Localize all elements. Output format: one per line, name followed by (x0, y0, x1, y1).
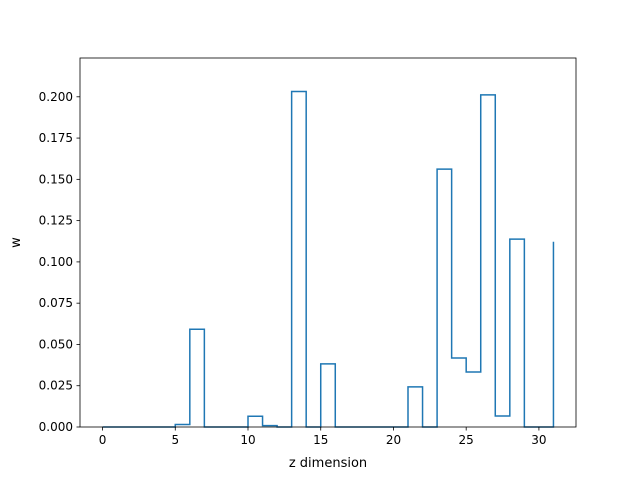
y-axis-ticks: 0.000 0.025 0.050 0.075 0.100 0.125 0.150 0.175… (39, 90, 80, 434)
plot-frame (79, 57, 577, 428)
y-axis-label: w (9, 237, 24, 248)
y-tick-label: 0.100 (39, 255, 73, 269)
y-tick-label: 0.175 (39, 131, 73, 145)
y-tick-label: 0.125 (39, 214, 73, 228)
x-tick-label: 30 (531, 433, 546, 447)
x-axis-label: z dimension (289, 456, 367, 471)
x-axis-ticks: 0 5 10 15 20 25 30 (99, 427, 547, 447)
y-tick-label: 0.000 (39, 420, 73, 434)
x-tick-label: 0 (99, 433, 107, 447)
y-tick-label: 0.200 (39, 90, 73, 104)
y-tick-label: 0.150 (39, 172, 73, 186)
y-tick-label: 0.075 (39, 296, 73, 310)
x-tick-label: 20 (386, 433, 401, 447)
y-tick-label: 0.025 (39, 379, 73, 393)
series-step-line (102, 90, 555, 428)
x-tick-label: 5 (171, 433, 179, 447)
x-tick-label: 10 (240, 433, 255, 447)
data-layer (102, 90, 555, 428)
x-tick-label: 25 (459, 433, 474, 447)
y-tick-label: 0.050 (39, 337, 73, 351)
x-tick-label: 15 (313, 433, 328, 447)
